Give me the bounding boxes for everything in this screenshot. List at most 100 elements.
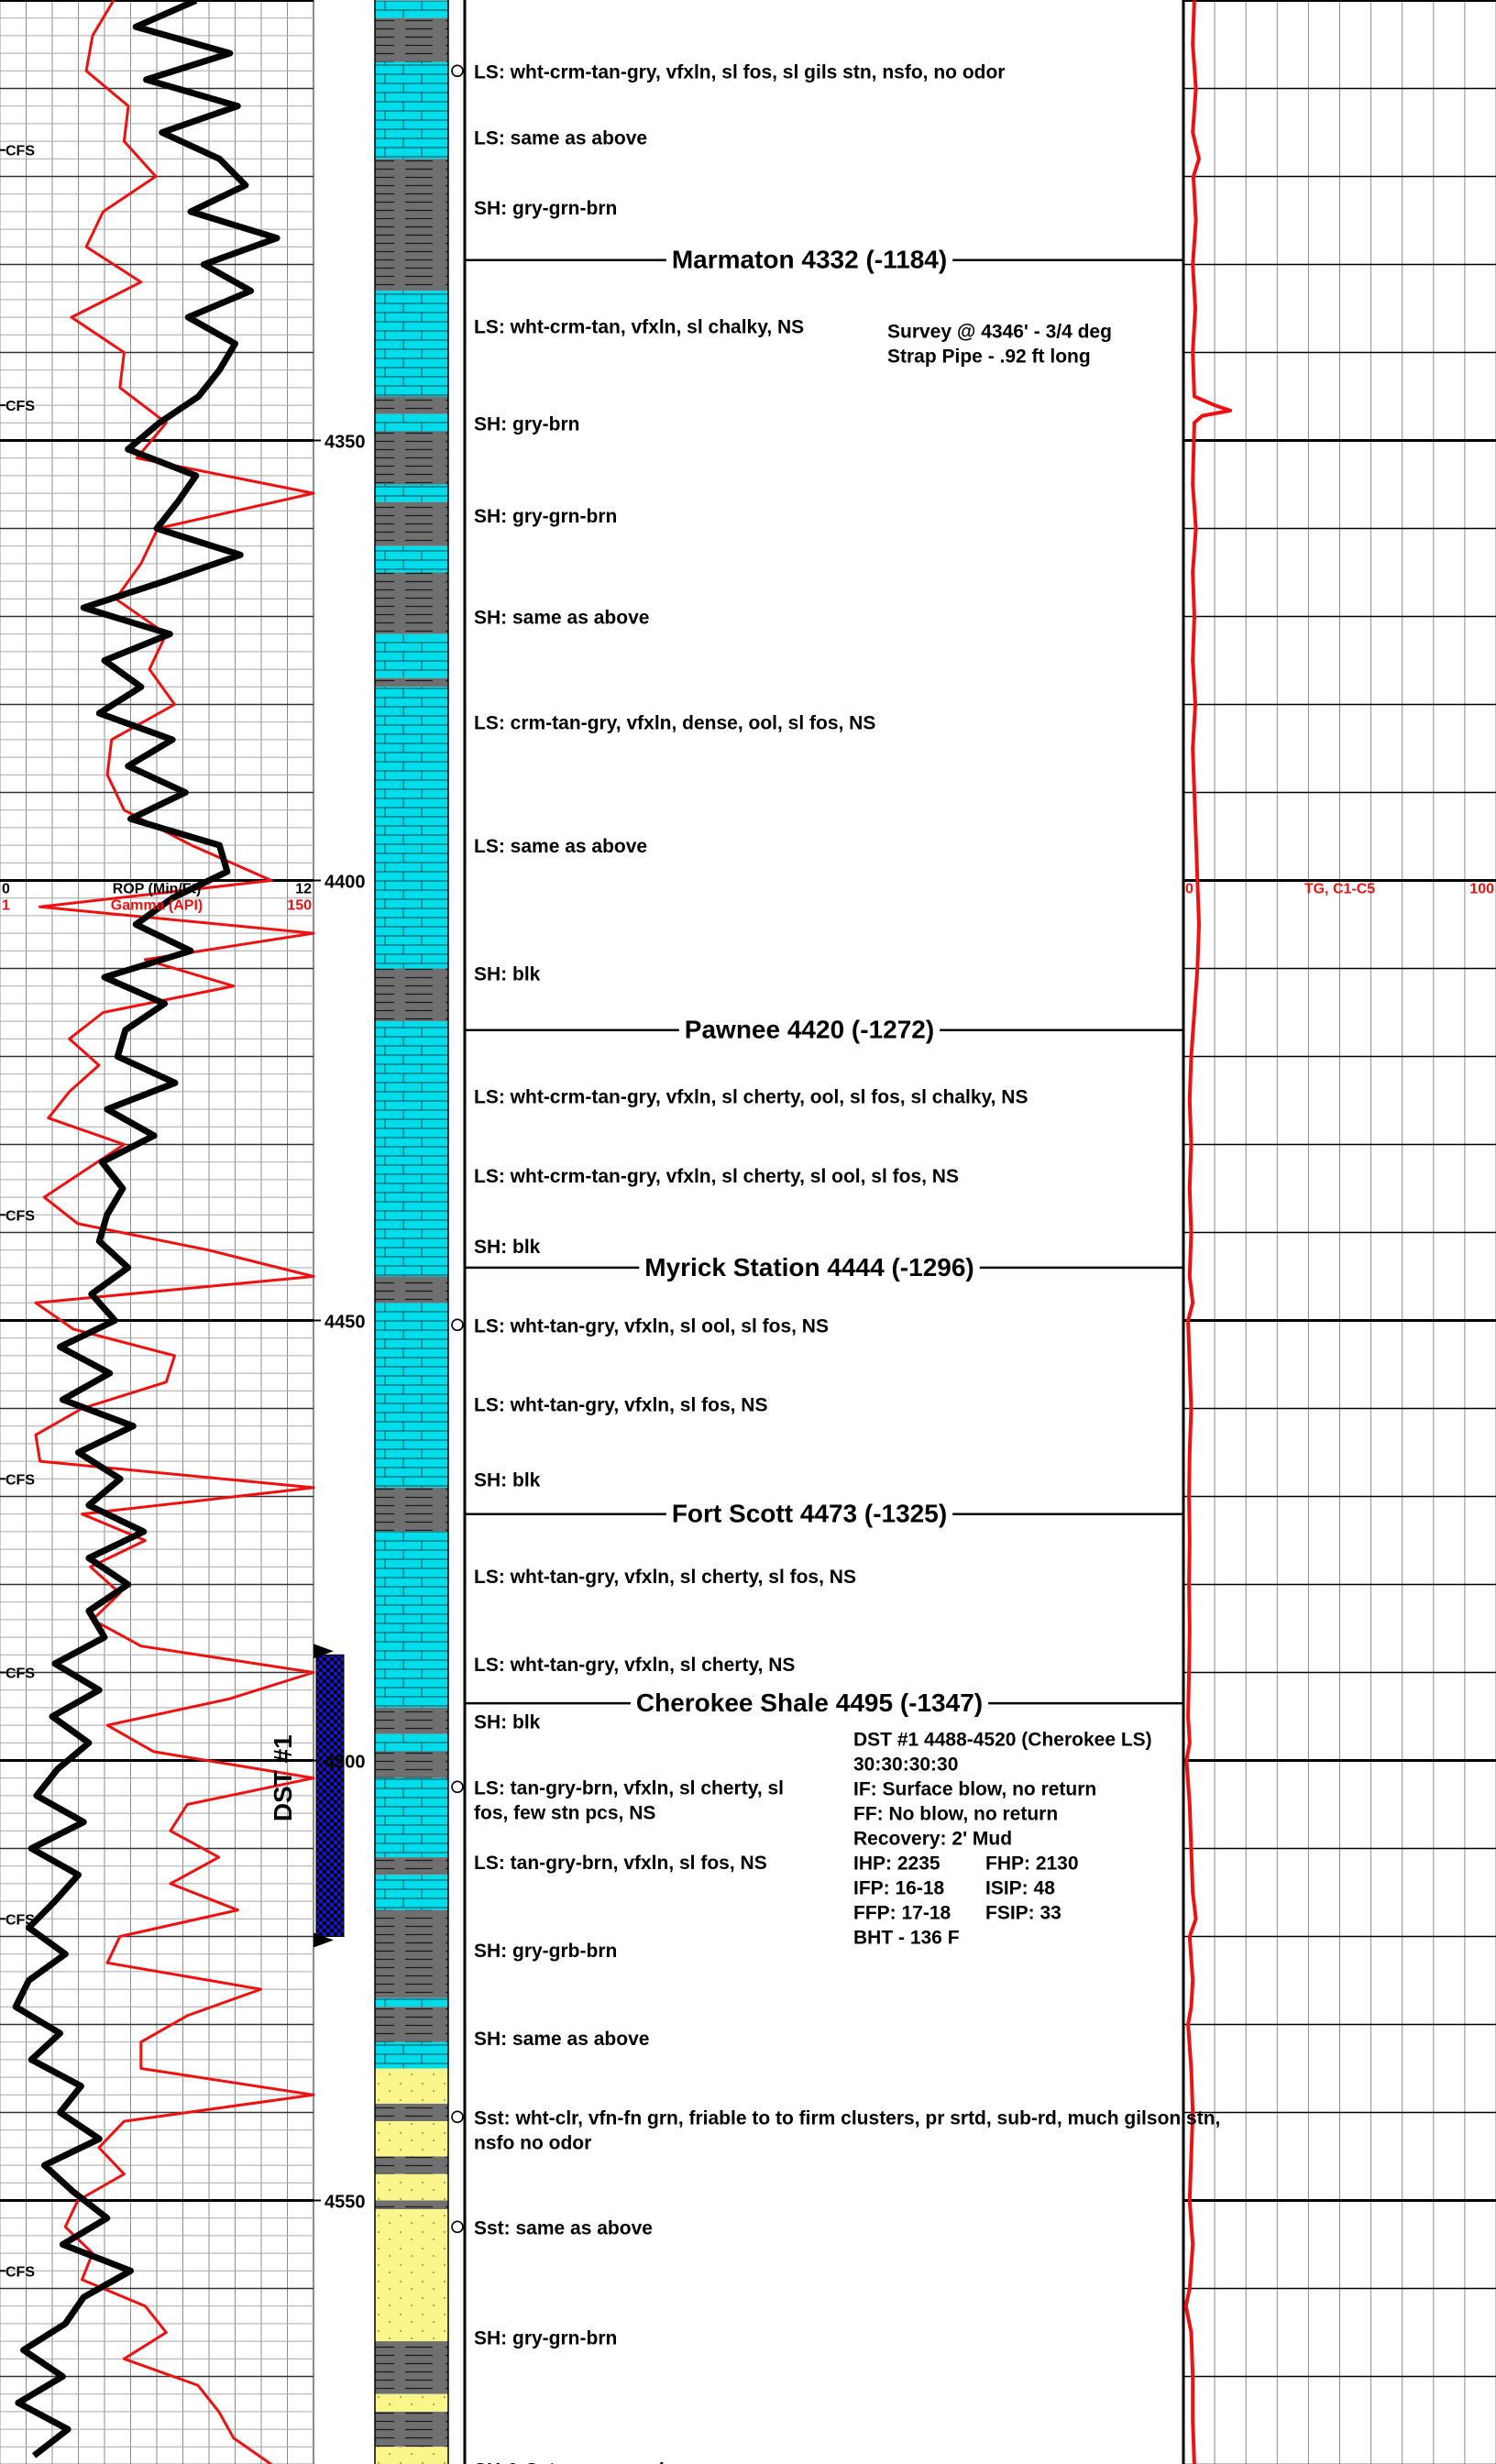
lithology-description: LS: same as above bbox=[474, 836, 647, 857]
gamma-scale-max: 150 bbox=[287, 898, 312, 914]
lithology-shale-interval bbox=[375, 2341, 448, 2394]
lithology-description: LS: wht-tan-gry, vfxln, sl cherty, NS bbox=[474, 1655, 795, 1676]
cfs-label: CFS bbox=[6, 399, 35, 414]
formation-top-label: Cherokee Shale 4495 (-1347) bbox=[636, 1688, 983, 1717]
lithology-shale-interval bbox=[375, 2103, 448, 2122]
tg-curve bbox=[1183, 0, 1233, 2464]
cfs-label: CFS bbox=[6, 1472, 35, 1488]
dst-interval-bar bbox=[315, 1654, 345, 1938]
lithology-limestone-interval bbox=[375, 1021, 448, 1277]
rop-curve bbox=[12, 0, 280, 2458]
dst-note-line: IF: Surface blow, no return bbox=[853, 1779, 1096, 1800]
lithology-description: LS: wht-tan-gry, vfxln, sl fos, NS bbox=[474, 1395, 767, 1416]
gamma-curve bbox=[34, 0, 315, 2464]
lithology-shale-interval bbox=[375, 1909, 448, 1998]
lithology-shale-interval bbox=[375, 2411, 448, 2448]
lithology-shale-interval bbox=[375, 1487, 448, 1532]
lithology-description: LS: wht-tan-gry, vfxln, sl ool, sl fos, … bbox=[474, 1315, 829, 1336]
lithology-description: SH: blk bbox=[474, 963, 541, 984]
lithology-shale-interval bbox=[375, 396, 448, 414]
formation-tops: Marmaton 4332 (-1184) Pawnee 4420 (-1272)… bbox=[465, 246, 1183, 1717]
lithology-shale-interval bbox=[375, 2200, 448, 2210]
lithology-limestone-interval bbox=[375, 1875, 448, 1910]
tg-scale-min: 0 bbox=[1185, 882, 1194, 897]
dst-pressure-value: FFP: 17-18 bbox=[853, 1903, 952, 1924]
lithology-description: LS: wht-tan-gry, vfxln, sl cherty, sl fo… bbox=[474, 1567, 856, 1588]
track-scale-headers: 0 ROP (Min/Ft) 12 1 Gamma (API) 150 0 TG, C1-C5… bbox=[2, 882, 1494, 914]
lithology-sandstone-interval bbox=[375, 2068, 448, 2104]
lithology-sandstone-interval bbox=[375, 2393, 448, 2412]
rop-scale-title: ROP (Min/Ft) bbox=[113, 882, 202, 897]
dst-pressure-value: ISIP: 48 bbox=[985, 1878, 1055, 1899]
lithology-shale-interval bbox=[375, 1276, 448, 1304]
survey-note: Survey @ 4346' - 3/4 deg bbox=[887, 322, 1112, 343]
lithology-shale-interval bbox=[375, 968, 448, 1022]
formation-top-label: Fort Scott 4473 (-1325) bbox=[672, 1500, 947, 1528]
cfs-label: CFS bbox=[6, 144, 35, 160]
lithology-description: LS: tan-gry-brn, vfxln, sl cherty, sl bbox=[474, 1777, 784, 1798]
lithology-description: LS: crm-tan-gry, vfxln, dense, ool, sl f… bbox=[474, 713, 875, 734]
lithology-description: Sst: same as above bbox=[474, 2217, 653, 2238]
lithology-description: SH: blk bbox=[474, 1469, 541, 1490]
lithology-description: LS: wht-crm-tan-gry, vfxln, sl fos, sl g… bbox=[474, 61, 1005, 82]
gamma-scale-title: Gamma (API) bbox=[111, 898, 203, 914]
lithology-limestone-interval bbox=[375, 1531, 448, 1708]
lithology-shale-interval bbox=[375, 2007, 448, 2042]
lithology-description: LS: tan-gry-brn, vfxln, sl fos, NS bbox=[474, 1853, 767, 1874]
lithology-shale-interval bbox=[375, 677, 448, 688]
lithology-description: LS: same as above bbox=[474, 127, 647, 148]
lithology-shale-interval bbox=[375, 17, 448, 62]
formation-top-label: Marmaton 4332 (-1184) bbox=[672, 246, 947, 274]
lithology-description: Sst: wht-clr, vfn-fn grn, friable to to … bbox=[474, 2107, 1220, 2128]
left-track-grid bbox=[0, 0, 314, 2464]
lithology-shale-interval bbox=[375, 1751, 448, 1778]
bht-note: BHT - 136 F bbox=[853, 1928, 960, 1949]
formation-top-label: Pawnee 4420 (-1272) bbox=[685, 1016, 934, 1044]
lithology-limestone-interval bbox=[375, 1997, 448, 2008]
lithology-sandstone-interval bbox=[375, 2209, 448, 2342]
lithology-shale-interval bbox=[375, 431, 448, 485]
cfs-label: CFS bbox=[6, 1208, 35, 1224]
show-indicator-circle bbox=[451, 1318, 464, 1332]
curves: CFS CFS CFS CFS CFS CFS CFS bbox=[0, 0, 1233, 2464]
depth-label: 4450 bbox=[324, 1313, 366, 1333]
lithology-description: SH: gry-grn-brn bbox=[474, 198, 617, 219]
tg-scale-title: TG, C1-C5 bbox=[1304, 882, 1375, 897]
lithology-sandstone-interval bbox=[375, 2447, 448, 2464]
lithology-description: SH & Sst: same as above bbox=[474, 2459, 704, 2464]
lithology-limestone-interval bbox=[375, 61, 448, 160]
show-indicator-circle bbox=[451, 1780, 464, 1794]
lithology-description: SH: blk bbox=[474, 1711, 541, 1732]
lithology-shale-interval bbox=[375, 1857, 448, 1876]
cfs-label: CFS bbox=[6, 1666, 35, 1682]
lithology-description: SH: same as above bbox=[474, 2029, 649, 2050]
lithology-description: SH: gry-grn-brn bbox=[474, 506, 617, 527]
right-track-grid bbox=[463, 0, 1496, 2464]
lithology-description: nsfo no odor bbox=[474, 2132, 591, 2153]
lithology-description: SH: gry-grn-brn bbox=[474, 2327, 617, 2348]
lithology-description: SH: same as above bbox=[474, 608, 649, 629]
lithology-sandstone-interval bbox=[375, 2173, 448, 2201]
dst-label: DST #1 bbox=[269, 1734, 297, 1821]
dst-marker: DST #1 bbox=[269, 1644, 345, 1948]
lithology-description: SH: blk bbox=[474, 1237, 541, 1258]
lithology-description: LS: wht-crm-tan-gry, vfxln, sl cherty, o… bbox=[474, 1087, 1028, 1108]
tg-scale-max: 100 bbox=[1469, 882, 1494, 897]
rop-scale-max: 12 bbox=[295, 882, 312, 897]
dst-pressure-value: IFP: 16-18 bbox=[853, 1878, 945, 1899]
lithology-description: SH: gry-grb-brn bbox=[474, 1941, 617, 1962]
lithology-limestone-interval bbox=[375, 2041, 448, 2069]
dst-bottom-arrow bbox=[314, 1932, 334, 1948]
dst-pressure-value: FHP: 2130 bbox=[985, 1854, 1079, 1875]
depth-labels: 4350 4400 4450 4500 4550 bbox=[314, 433, 366, 2213]
gamma-scale-min: 1 bbox=[2, 898, 10, 914]
lithology-column bbox=[374, 0, 449, 2464]
lithology-sandstone-interval bbox=[375, 2121, 448, 2157]
lithology-shale-interval bbox=[375, 1707, 448, 1734]
lithology-limestone-interval bbox=[375, 1777, 448, 1858]
lithology-limestone-interval bbox=[375, 484, 448, 502]
lithology-description: LS: wht-crm-tan, vfxln, sl chalky, NS bbox=[474, 317, 804, 338]
depth-label: 4400 bbox=[324, 873, 366, 893]
lithology-shale-interval bbox=[375, 501, 448, 546]
